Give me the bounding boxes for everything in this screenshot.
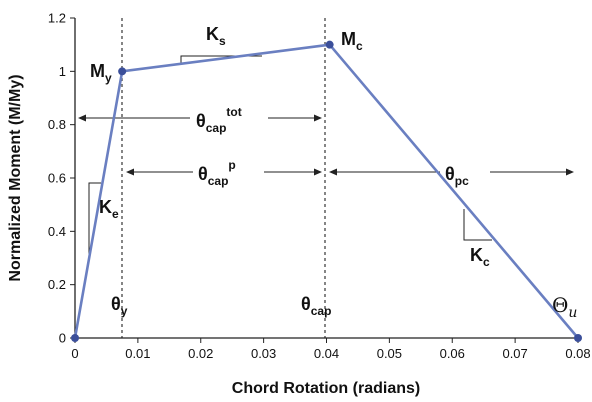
y-tick-label: 0.6 <box>48 171 66 186</box>
x-ticks: 0 0.01 0.02 0.03 0.04 0.05 0.06 0.07 0.08 <box>71 338 591 361</box>
theta-pc-arrow <box>329 168 574 176</box>
ke-label: Ke <box>99 197 119 221</box>
x-tick-label: 0.02 <box>188 346 213 361</box>
data-point <box>118 67 127 76</box>
theta-cap-label: θcap <box>301 294 331 318</box>
ks-label: Ks <box>206 24 226 48</box>
kc-label: Kc <box>470 245 490 269</box>
y-tick-label: 1.2 <box>48 11 66 26</box>
y-tick-label: 1 <box>59 64 66 79</box>
x-tick-label: 0.06 <box>440 346 465 361</box>
mc-label: Mc <box>341 29 363 53</box>
backbone-curve-points <box>71 40 582 342</box>
kc-slope-triangle <box>463 209 492 241</box>
ke-slope-triangle <box>88 182 101 255</box>
theta-y-label: θy <box>111 294 128 318</box>
theta-pc-label: θpc <box>445 164 469 188</box>
my-label: My <box>90 61 112 85</box>
data-point <box>71 334 79 342</box>
x-tick-label: 0.04 <box>314 346 339 361</box>
data-point <box>574 334 582 342</box>
theta-cap-tot-arrow <box>78 114 322 122</box>
y-ticks: 0 0.2 0.4 0.6 0.8 1 1.2 <box>48 11 75 346</box>
y-tick-label: 0.4 <box>48 224 66 239</box>
theta-cap-p-label: θcapp <box>198 158 236 188</box>
x-axis-title: Chord Rotation (radians) <box>232 380 420 397</box>
x-tick-label: 0 <box>71 346 78 361</box>
theta-cap-tot-label: θcaptot <box>196 105 242 135</box>
y-axis-title: Normalized Moment (M/My) <box>7 74 24 281</box>
backbone-curve-line <box>73 43 579 339</box>
y-tick-label: 0 <box>59 331 66 346</box>
theta-cap-p-arrow <box>126 168 322 176</box>
x-tick-label: 0.01 <box>125 346 150 361</box>
x-tick-label: 0.08 <box>565 346 590 361</box>
x-tick-label: 0.07 <box>502 346 527 361</box>
x-tick-label: 0.03 <box>251 346 276 361</box>
y-tick-label: 0.8 <box>48 117 66 132</box>
theta-u-label: Θu <box>552 293 577 321</box>
y-tick-label: 0.2 <box>48 277 66 292</box>
x-tick-label: 0.05 <box>377 346 402 361</box>
data-point <box>325 40 334 49</box>
